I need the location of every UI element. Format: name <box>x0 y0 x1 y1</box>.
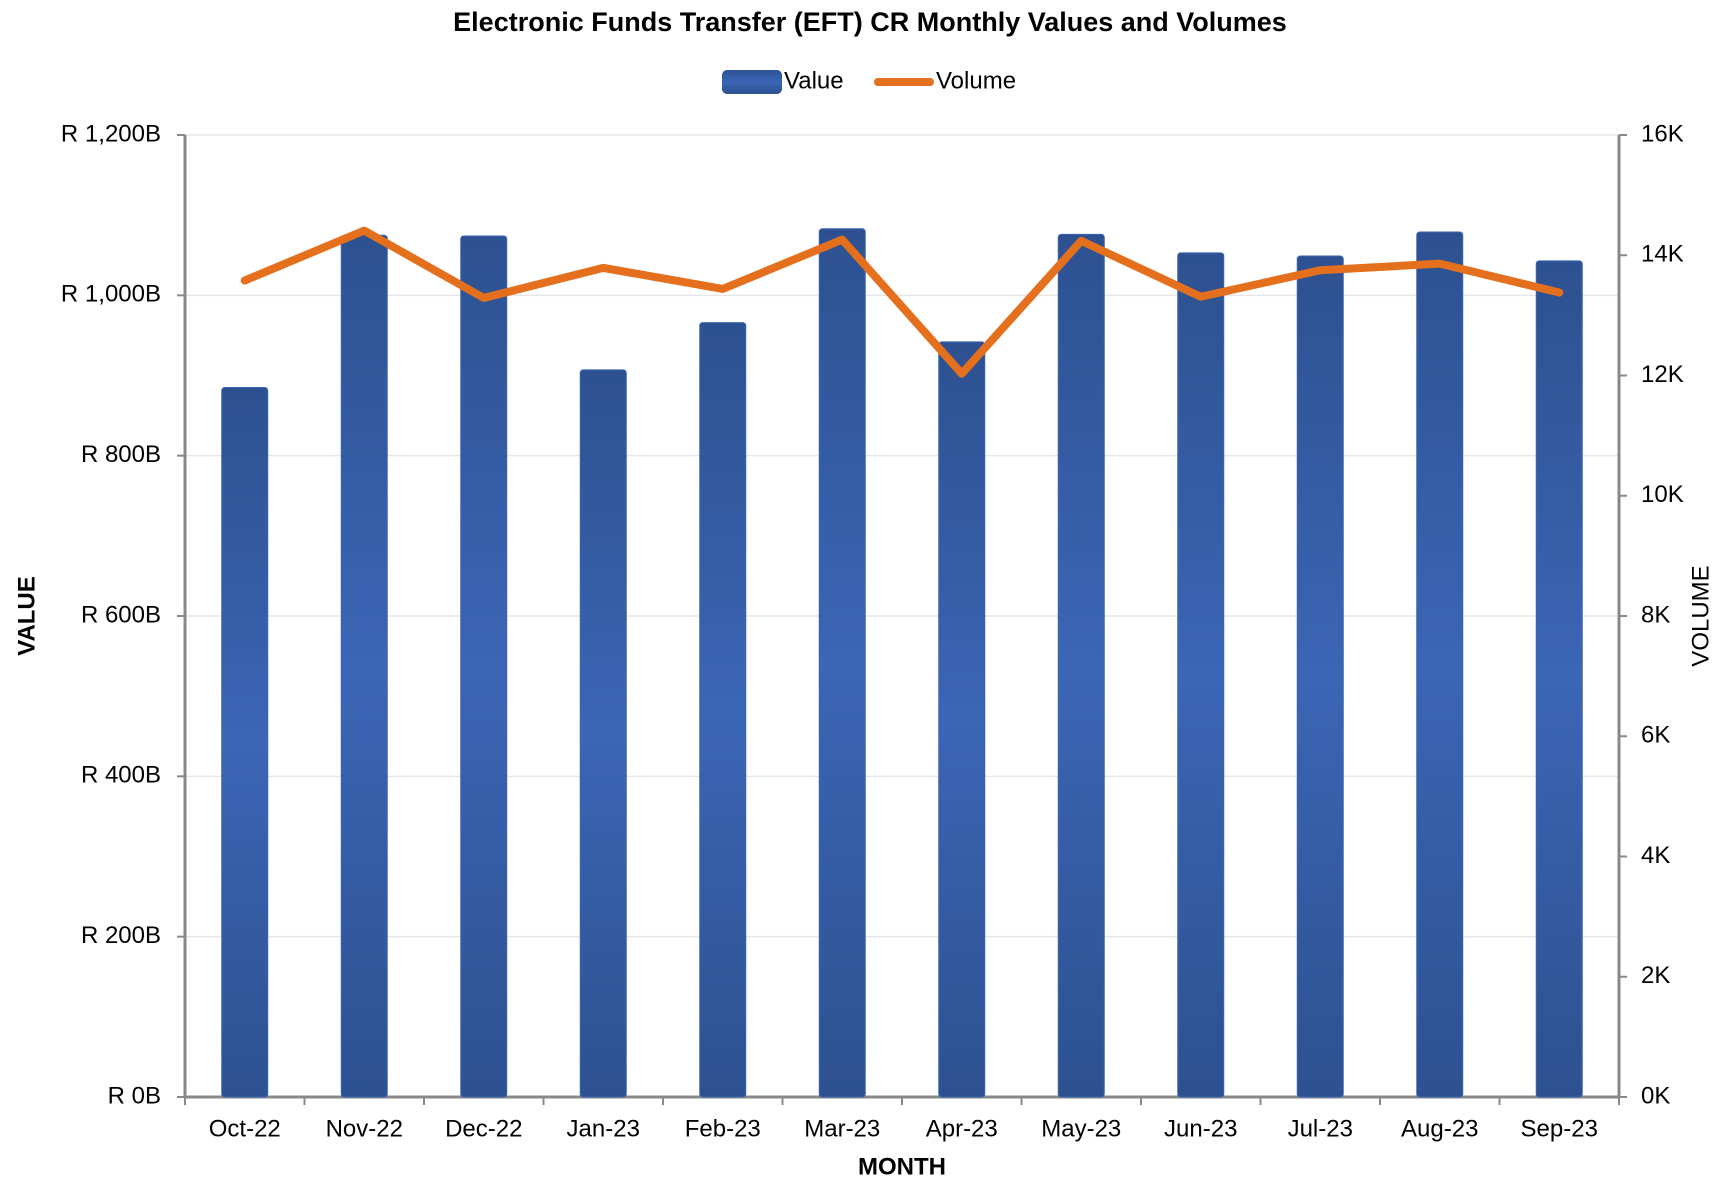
x-tick-label: Jul-23 <box>1288 1115 1353 1142</box>
x-tick-label: Aug-23 <box>1401 1115 1478 1142</box>
bar <box>340 234 388 1098</box>
bar <box>1177 252 1225 1098</box>
x-tick-label: Nov-22 <box>326 1115 403 1142</box>
bar <box>221 387 269 1098</box>
x-tick-label: May-23 <box>1041 1115 1121 1142</box>
legend-label: Volume <box>936 67 1016 94</box>
y-tick-label: R 0B <box>108 1082 161 1109</box>
bar <box>460 235 508 1098</box>
y2-tick-label: 14K <box>1641 241 1684 268</box>
bar <box>1057 233 1105 1098</box>
legend-label: Value <box>784 67 844 94</box>
chart-title: Electronic Funds Transfer (EFT) CR Month… <box>453 7 1287 37</box>
bar <box>1296 255 1344 1098</box>
y-tick-label: R 200B <box>81 922 161 949</box>
bar <box>579 369 627 1098</box>
x-axis-title: MONTH <box>858 1153 946 1180</box>
y2-tick-label: 10K <box>1641 481 1684 508</box>
y-axis-title: VALUE <box>13 576 40 656</box>
bar <box>1535 260 1583 1098</box>
x-tick-label: Feb-23 <box>685 1115 761 1142</box>
bar <box>699 322 747 1098</box>
x-tick-label: Sep-23 <box>1521 1115 1598 1142</box>
y-tick-label: R 600B <box>81 601 161 628</box>
y2-tick-label: 12K <box>1641 361 1684 388</box>
bar <box>818 228 866 1098</box>
y2-tick-label: 0K <box>1641 1082 1670 1109</box>
bar <box>1416 231 1464 1098</box>
bar <box>938 341 986 1098</box>
y-tick-label: R 400B <box>81 762 161 789</box>
legend-swatch <box>722 70 782 94</box>
y-tick-label: R 800B <box>81 441 161 468</box>
y2-tick-label: 4K <box>1641 842 1670 869</box>
x-tick-label: Dec-22 <box>445 1115 522 1142</box>
y2-tick-label: 2K <box>1641 962 1670 989</box>
x-tick-label: Jan-23 <box>567 1115 640 1142</box>
x-tick-label: Jun-23 <box>1164 1115 1237 1142</box>
y2-tick-label: 6K <box>1641 722 1670 749</box>
line <box>240 226 1564 378</box>
y2-tick-label: 8K <box>1641 601 1670 628</box>
x-tick-label: Mar-23 <box>804 1115 880 1142</box>
x-tick-label: Apr-23 <box>926 1115 998 1142</box>
x-tick-label: Oct-22 <box>209 1115 281 1142</box>
y-tick-label: R 1,200B <box>61 120 161 147</box>
y-tick-label: R 1,000B <box>61 281 161 308</box>
y2-axis-title: VOLUME <box>1687 565 1714 666</box>
y2-tick-label: 16K <box>1641 120 1684 147</box>
